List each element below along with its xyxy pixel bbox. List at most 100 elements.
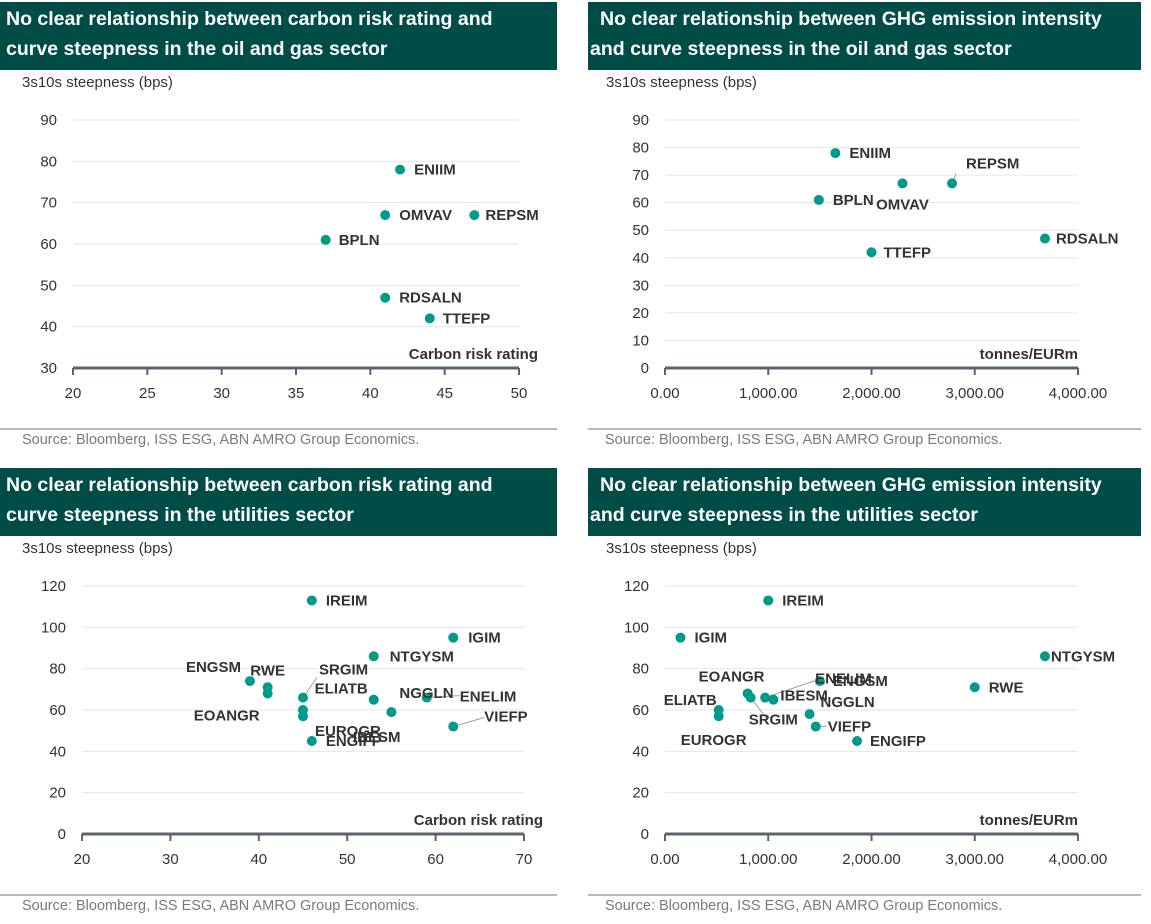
x-tick-label: 20 — [74, 851, 91, 868]
data-point-igim — [448, 632, 459, 643]
data-label-rdsaln: RDSALN — [399, 290, 462, 307]
x-tick-label: 40 — [362, 385, 379, 402]
data-label-ibesm: IBESM — [780, 688, 828, 705]
data-label-ireim: IREIM — [782, 592, 824, 609]
x-tick-label: 0.00 — [650, 851, 679, 868]
data-point-eniim — [830, 148, 841, 159]
y-tick-label: 20 — [632, 305, 649, 322]
y-tick-label: 120 — [624, 578, 649, 595]
source-divider — [0, 428, 557, 430]
chart-title-line-2: curve steepness in the utilities sector — [6, 504, 354, 526]
y-tick-label: 60 — [49, 702, 66, 719]
x-tick-label: 25 — [139, 385, 156, 402]
data-label-omvav: OMVAV — [876, 196, 929, 213]
data-point-ttefp — [424, 313, 435, 324]
data-label-omvav: OMVAV — [399, 207, 452, 224]
data-point-omvav — [897, 178, 908, 189]
x-tick-label: 4,000.00 — [1049, 851, 1107, 868]
y-tick-label: 30 — [40, 360, 57, 377]
x-tick-label: 40 — [250, 851, 267, 868]
data-point-nggln — [386, 707, 397, 718]
data-point-bpln — [813, 194, 824, 205]
y-tick-label: 50 — [40, 277, 57, 294]
x-tick-label: 4,000.00 — [1049, 385, 1107, 402]
data-point-repsm — [469, 210, 480, 221]
data-label-srgim: SRGIM — [319, 662, 368, 679]
data-label-ttefp: TTEFP — [443, 310, 491, 327]
x-tick-label: 1,000.00 — [739, 851, 797, 868]
chart-title-line-1: No clear relationship between GHG emissi… — [600, 8, 1102, 30]
y-tick-label: 20 — [632, 785, 649, 802]
data-point-ireim — [306, 595, 317, 606]
chart-panel-utilities-ghg-intensity: No clear relationship between GHG emissi… — [588, 466, 1141, 924]
x-tick-label: 20 — [65, 385, 82, 402]
chart-title-line-2: and curve steepness in the utilities sec… — [590, 504, 978, 526]
x-axis-label: tonnes/EURm — [980, 812, 1078, 829]
data-label-eniim: ENIIM — [849, 145, 891, 162]
source-note: Source: Bloomberg, ISS ESG, ABN AMRO Gro… — [605, 432, 1003, 448]
data-label-engifp: ENGIFP — [870, 733, 926, 750]
y-tick-label: 40 — [40, 319, 57, 336]
x-tick-label: 50 — [339, 851, 356, 868]
data-point-engifp — [852, 736, 863, 746]
data-label-ireim: IREIM — [326, 592, 368, 609]
data-point-engifp — [306, 736, 317, 746]
data-point-engsm — [244, 676, 255, 687]
y-tick-label: 0 — [641, 826, 649, 843]
y-tick-label: 40 — [49, 743, 66, 760]
source-note: Source: Bloomberg, ISS ESG, ABN AMRO Gro… — [22, 432, 420, 448]
data-label-viefp: VIEFP — [828, 719, 871, 736]
x-tick-label: 1,000.00 — [739, 385, 797, 402]
data-point-srgim — [298, 692, 308, 703]
source-divider — [0, 894, 557, 896]
chart-panel-oilgas-ghg-intensity: No clear relationship between GHG emissi… — [588, 0, 1141, 458]
y-tick-label: 20 — [49, 785, 66, 802]
data-point-engsm — [814, 676, 825, 687]
data-point-omvav — [380, 210, 391, 221]
data-label-eurogr: EUROGR — [681, 732, 747, 749]
y-tick-label: 10 — [632, 332, 649, 349]
chart-title-box: No clear relationship between carbon ris… — [0, 468, 557, 536]
x-tick-label: 30 — [162, 851, 179, 868]
data-point-eliatb — [368, 694, 379, 705]
data-point-enelim — [760, 692, 771, 703]
source-divider — [588, 428, 1141, 430]
y-tick-label: 30 — [632, 277, 649, 294]
y-tick-label: 80 — [40, 153, 57, 170]
scatter-plot: 0 10 20 30 40 50 60 70 80 90 0.00 1,000.00 2,000.00 3… — [632, 112, 1118, 402]
data-label-ttefp: TTEFP — [884, 244, 932, 261]
data-label-eoangr: EOANGR — [699, 668, 765, 685]
data-point-ntgysm — [1039, 651, 1050, 662]
chart-title-line-2: curve steepness in the oil and gas secto… — [6, 38, 388, 60]
data-point-eniim — [395, 164, 406, 175]
data-label-viefp: VIEFP — [484, 709, 527, 726]
x-tick-label: 3,000.00 — [946, 385, 1004, 402]
data-label-enelim: ENELIM — [815, 671, 872, 688]
data-point-ireim — [763, 595, 774, 606]
data-point-rdsaln — [380, 292, 391, 303]
scatter-plot: 30 40 50 60 70 80 90 20 25 30 35 40 45 50 Carbon risk … — [40, 112, 538, 402]
data-label-srgim: SRGIM — [749, 712, 798, 729]
y-tick-label: 60 — [40, 236, 57, 253]
y-axis-label: 3s10s steepness (bps) — [606, 540, 757, 557]
x-tick-label: 2,000.00 — [842, 851, 900, 868]
data-point-ntgysm — [368, 651, 379, 662]
source-divider — [588, 894, 1141, 896]
chart-title-line-1: No clear relationship between GHG emissi… — [600, 474, 1102, 496]
y-tick-label: 70 — [40, 195, 57, 212]
data-point-bpln — [320, 234, 331, 245]
chart-title-line-2: and curve steepness in the oil and gas s… — [590, 38, 1012, 60]
y-tick-label: 90 — [40, 112, 57, 129]
data-point-eurogr — [713, 711, 724, 722]
data-label-eurogr: EUROGR — [315, 723, 381, 740]
y-tick-label: 120 — [41, 578, 66, 595]
y-tick-label: 0 — [641, 360, 649, 377]
data-label-nggln: NGGLN — [399, 685, 453, 702]
chart-title-box: No clear relationship between carbon ris… — [0, 2, 557, 70]
y-tick-label: 60 — [632, 702, 649, 719]
y-tick-label: 80 — [632, 140, 649, 157]
x-tick-label: 30 — [213, 385, 230, 402]
data-label-nggln: NGGLN — [821, 694, 875, 711]
data-label-igim: IGIM — [468, 630, 501, 647]
x-tick-label: 2,000.00 — [842, 385, 900, 402]
